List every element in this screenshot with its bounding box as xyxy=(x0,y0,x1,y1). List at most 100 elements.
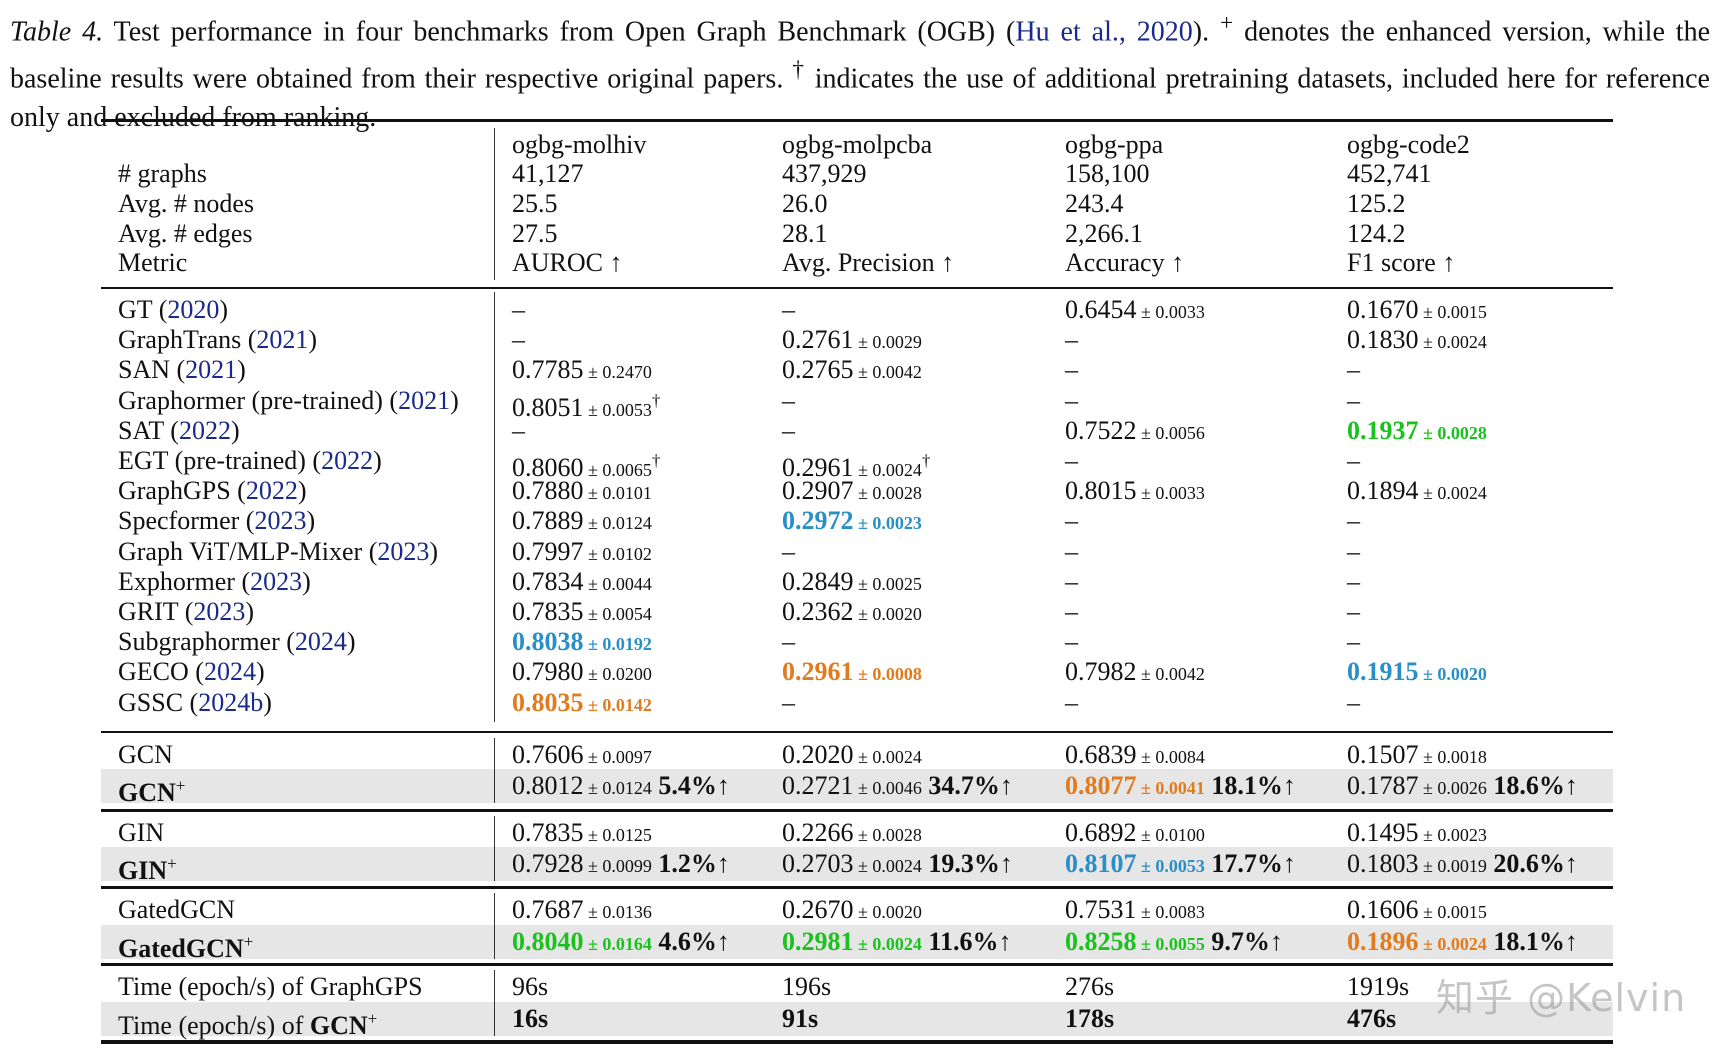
improvement-value: 19.3%↑ xyxy=(921,849,1013,878)
model-label: GRIT ( xyxy=(118,597,194,626)
table-cell: 0.2703 ± 0.0024 19.3%↑ xyxy=(782,849,1013,881)
model-name: GCN+ xyxy=(118,771,185,808)
cell-value: – xyxy=(1065,627,1078,657)
citation-year-link[interactable]: 2024 xyxy=(203,657,256,687)
table-cell: – xyxy=(782,416,795,446)
table-rule xyxy=(101,963,1613,966)
cell-value: – xyxy=(1347,355,1360,385)
column-divider xyxy=(494,816,495,881)
model-name: GatedGCN+ xyxy=(118,927,253,964)
cell-std: ± 0.0029 xyxy=(853,332,922,353)
cell-std: ± 0.0046 xyxy=(853,778,922,798)
citation-year-link[interactable]: 2021 xyxy=(398,385,451,415)
cell-std: ± 0.0065 xyxy=(583,460,652,480)
model-name: GIN+ xyxy=(118,849,177,886)
paren: ) xyxy=(230,415,240,445)
citation-year-link[interactable]: 2023 xyxy=(250,566,303,596)
cell-std: ± 0.0033 xyxy=(1136,302,1205,322)
citation-year-link[interactable]: 2023 xyxy=(377,536,430,566)
improvement-value: 11.6%↑ xyxy=(921,927,1012,956)
citation-year-link[interactable]: 2023 xyxy=(193,597,246,626)
cell-value: 0.2020 xyxy=(782,740,854,769)
cell-value: – xyxy=(512,325,525,355)
cell-value: – xyxy=(1347,627,1360,657)
table-cell: 0.8051 ± 0.0053† xyxy=(512,386,660,425)
table-cell: – xyxy=(1347,446,1360,476)
cell-std: ± 0.0124 xyxy=(583,778,652,798)
model-label: Exphormer ( xyxy=(118,566,251,596)
improvement-value: 5.4%↑ xyxy=(651,771,730,800)
table-cell: 0.6839 ± 0.0084 xyxy=(1065,740,1205,772)
cell-std: ± 0.0044 xyxy=(583,573,652,594)
model-label: Time (epoch/s) of xyxy=(118,1011,310,1040)
cell-std: ± 0.0056 xyxy=(1136,422,1205,443)
table-cell: – xyxy=(1065,355,1078,385)
cell-value: 0.8077 xyxy=(1065,771,1137,800)
citation-year-link[interactable]: 2024 xyxy=(294,627,347,657)
cell-value: 178s xyxy=(1065,1004,1115,1033)
citation-year-link[interactable]: 2022 xyxy=(245,476,298,506)
citation-year-link[interactable]: 2021 xyxy=(185,355,238,385)
table-cell: 0.8040 ± 0.0164 4.6%↑ xyxy=(512,927,730,959)
table-cell: 0.8012 ± 0.0124 5.4%↑ xyxy=(512,771,730,803)
cell-value: 0.2849 xyxy=(782,566,854,596)
table-cell: 0.8077 ± 0.0041 18.1%↑ xyxy=(1065,771,1296,803)
citation-year-link[interactable]: 2023 xyxy=(254,506,307,536)
citation-year-link[interactable]: 2022 xyxy=(178,415,231,445)
cell-std: ± 0.0028 xyxy=(853,483,922,504)
cell-value: – xyxy=(1347,385,1360,415)
model-label: GIN xyxy=(118,856,168,885)
cell-std: ± 0.0023 xyxy=(1418,825,1487,845)
table-cell: 0.7980 ± 0.0200 xyxy=(512,657,652,689)
citation-year-link[interactable]: 2022 xyxy=(321,446,374,475)
dataset-stat: 28.1 xyxy=(782,219,828,248)
model-label: Time (epoch/s) of GraphGPS xyxy=(118,972,423,1001)
cell-value: 0.2972 xyxy=(782,506,854,536)
table-cell: 0.1915 ± 0.0020 xyxy=(1347,657,1487,689)
table-cell: – xyxy=(782,295,795,325)
model-name: GatedGCN xyxy=(118,895,235,925)
table-cell: 91s xyxy=(782,1004,818,1034)
citation-year-link[interactable]: 2020 xyxy=(167,295,220,324)
cell-value: – xyxy=(782,415,795,445)
dataset-stat: 25.5 xyxy=(512,189,558,218)
cell-value: – xyxy=(1065,506,1078,536)
cell-value: 0.1896 xyxy=(1347,927,1419,956)
highlight-row-bg xyxy=(101,1002,1613,1036)
paren: ) xyxy=(308,325,318,355)
improvement-value: 4.6%↑ xyxy=(651,927,730,956)
cell-std: ± 0.0101 xyxy=(583,483,652,504)
cell-std: ± 0.0053 xyxy=(1136,856,1205,876)
citation-year-link[interactable]: 2021 xyxy=(256,325,309,355)
cell-value: – xyxy=(1347,597,1360,626)
model-name: GSSC (2024b) xyxy=(118,688,272,718)
table-cell: 0.8060 ± 0.0065† xyxy=(512,446,660,485)
citation-year-link[interactable]: 2024b xyxy=(198,687,264,717)
table-rule xyxy=(101,886,1613,889)
citation-link[interactable]: Hu et al., 2020 xyxy=(1015,16,1193,48)
table-cell: 476s xyxy=(1347,1004,1396,1034)
table-cell: – xyxy=(1347,597,1360,627)
table-cell: – xyxy=(1347,688,1360,718)
dataset-stat: 125.2 xyxy=(1347,189,1406,218)
cell-std: ± 0.0020 xyxy=(853,902,922,922)
cell-value: 0.7606 xyxy=(512,740,584,769)
cell-value: 0.7785 xyxy=(512,355,584,385)
cell-std: ± 0.0008 xyxy=(853,664,922,685)
cell-std: ± 0.0042 xyxy=(853,362,922,383)
table-cell: 0.1894 ± 0.0024 xyxy=(1347,476,1487,508)
cell-value: 0.8258 xyxy=(1065,927,1137,956)
cell-value: 0.8038 xyxy=(512,627,584,657)
table-cell: – xyxy=(1065,386,1078,416)
table-cell: 0.2981 ± 0.0024 11.6%↑ xyxy=(782,927,1011,959)
dataset-stat: 158,100 xyxy=(1065,159,1150,188)
table-cell: – xyxy=(1347,537,1360,567)
cell-value: – xyxy=(782,385,795,415)
model-name: GRIT (2023) xyxy=(118,597,254,627)
model-name: Time (epoch/s) of GCN+ xyxy=(118,1004,377,1041)
cell-value: 0.1803 xyxy=(1347,849,1419,878)
table-cell: 0.7982 ± 0.0042 xyxy=(1065,657,1205,689)
model-name: GECO (2024) xyxy=(118,657,265,687)
cell-value: 0.1606 xyxy=(1347,895,1419,924)
table-cell: 0.8038 ± 0.0192 xyxy=(512,627,652,659)
